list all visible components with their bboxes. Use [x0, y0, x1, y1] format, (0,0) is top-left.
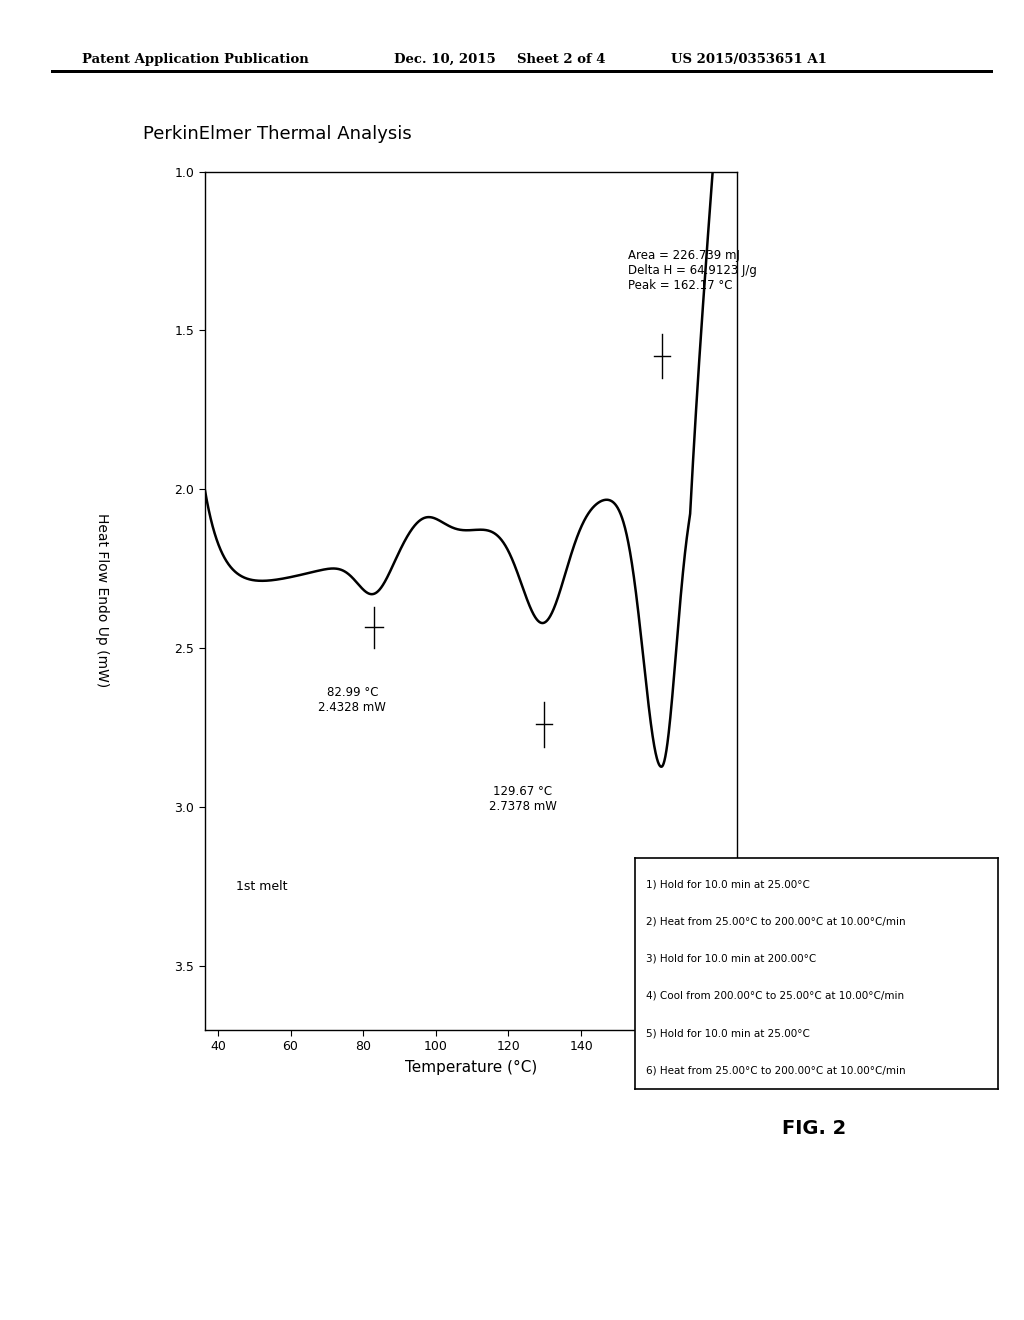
Text: 5) Hold for 10.0 min at 25.00°C: 5) Hold for 10.0 min at 25.00°C [646, 1028, 810, 1038]
Text: 82.99 °C
2.4328 mW: 82.99 °C 2.4328 mW [318, 686, 386, 714]
Text: Heat Flow Endo Up (mW): Heat Flow Endo Up (mW) [95, 513, 110, 688]
Text: Patent Application Publication: Patent Application Publication [82, 53, 308, 66]
Text: US 2015/0353651 A1: US 2015/0353651 A1 [671, 53, 826, 66]
Text: Sheet 2 of 4: Sheet 2 of 4 [517, 53, 605, 66]
Text: 3) Hold for 10.0 min at 200.00°C: 3) Hold for 10.0 min at 200.00°C [646, 953, 816, 964]
Text: Dec. 10, 2015: Dec. 10, 2015 [394, 53, 496, 66]
Text: Area = 226.739 mJ
Delta H = 64.9123 J/g
Peak = 162.17 °C: Area = 226.739 mJ Delta H = 64.9123 J/g … [629, 249, 757, 292]
Text: FIG. 2: FIG. 2 [782, 1119, 846, 1138]
X-axis label: Temperature (°C): Temperature (°C) [404, 1060, 538, 1074]
Text: 2) Heat from 25.00°C to 200.00°C at 10.00°C/min: 2) Heat from 25.00°C to 200.00°C at 10.0… [646, 916, 905, 927]
Text: 4) Cool from 200.00°C to 25.00°C at 10.00°C/min: 4) Cool from 200.00°C to 25.00°C at 10.0… [646, 991, 904, 1001]
Text: PerkinElmer Thermal Analysis: PerkinElmer Thermal Analysis [143, 124, 412, 143]
Text: 1) Hold for 10.0 min at 25.00°C: 1) Hold for 10.0 min at 25.00°C [646, 879, 810, 890]
Text: 129.67 °C
2.7378 mW: 129.67 °C 2.7378 mW [489, 785, 557, 813]
Text: 1st melt: 1st melt [236, 880, 287, 894]
Text: 6) Heat from 25.00°C to 200.00°C at 10.00°C/min: 6) Heat from 25.00°C to 200.00°C at 10.0… [646, 1065, 905, 1076]
